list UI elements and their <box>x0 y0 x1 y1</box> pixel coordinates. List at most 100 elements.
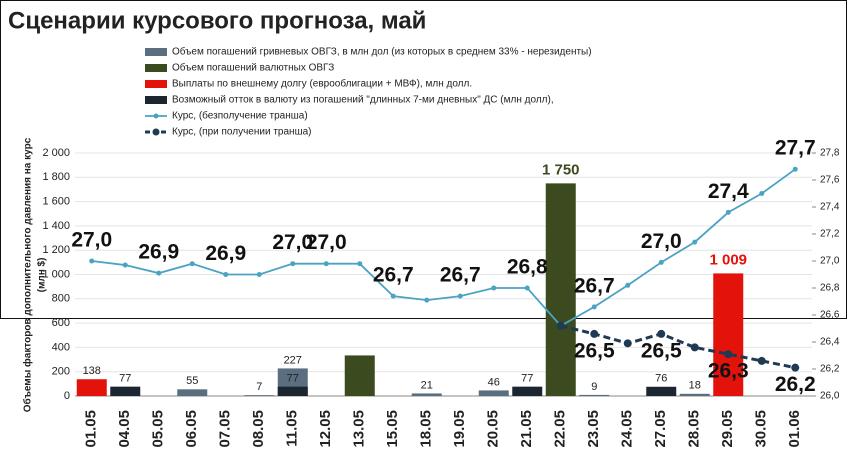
line-marker <box>692 239 698 245</box>
bar <box>244 395 275 396</box>
legend-swatch <box>145 48 167 56</box>
x-tick-label: 05.05 <box>150 410 167 448</box>
line-value-label: 26,3 <box>708 360 749 383</box>
bar-value-label: 55 <box>186 375 198 387</box>
bar <box>76 379 107 396</box>
y-tick-label: 1 400 <box>42 220 70 232</box>
bar-value-label: 46 <box>488 376 500 388</box>
bar-value-label: 77 <box>119 373 131 385</box>
line-marker <box>625 282 631 288</box>
line <box>91 168 796 327</box>
x-tick-label: 22.05 <box>552 410 569 448</box>
y-tick-label: 1 000 <box>42 268 70 280</box>
bar <box>713 273 744 396</box>
x-tick-label: 21.05 <box>518 410 535 448</box>
x-tick-label: 12.05 <box>317 410 334 448</box>
bar <box>512 386 543 396</box>
bar-value-label: 138 <box>83 365 101 377</box>
x-tick-label: 28.05 <box>686 410 703 448</box>
line-value-label: 26,7 <box>373 264 414 287</box>
y-tick-label: 400 <box>52 341 70 353</box>
bar <box>344 355 375 396</box>
line-value-label: 27,4 <box>708 180 749 203</box>
line-value-label: 26,5 <box>574 339 615 362</box>
x-tick-label: 20.05 <box>485 410 502 448</box>
line-value-label: 26,7 <box>440 264 481 287</box>
bar-value-label: 1 750 <box>542 161 580 178</box>
y2-tick-label: 27,8 <box>820 148 840 159</box>
line-marker <box>323 261 329 267</box>
line-marker <box>757 356 766 365</box>
x-tick-label: 06.05 <box>183 410 200 448</box>
line-marker <box>89 258 95 264</box>
bar-value-label: 18 <box>689 380 701 392</box>
line-marker <box>156 270 162 276</box>
bar-value-label: 9 <box>591 381 597 393</box>
x-tick-label: 30.05 <box>753 410 770 448</box>
x-tick-label: 27.05 <box>652 410 669 448</box>
x-tick-label: 18.05 <box>418 410 435 448</box>
line-marker <box>623 339 632 348</box>
line-marker <box>424 297 430 303</box>
line-marker <box>524 285 530 291</box>
line-marker <box>491 285 497 291</box>
line-value-label: 27,0 <box>272 231 313 254</box>
y-tick-label: 2 000 <box>42 147 70 159</box>
x-tick-label: 11.05 <box>284 410 301 447</box>
y2-tick-label: 27,2 <box>820 229 840 240</box>
bar-value-label: 1 009 <box>709 251 747 268</box>
x-tick-label: 01.06 <box>786 410 803 448</box>
x-tick-label: 08.05 <box>250 410 267 448</box>
y2-tick-label: 26,0 <box>820 391 840 402</box>
y-tick-label: 1 200 <box>42 244 70 256</box>
bar <box>177 389 208 396</box>
y2-tick-label: 26,6 <box>820 310 840 321</box>
y-axis-label: Объемы факторов дополнительного давления… <box>22 137 34 412</box>
bar <box>545 183 576 396</box>
line <box>560 324 796 370</box>
legend-marker <box>153 113 159 119</box>
line-marker <box>189 261 195 267</box>
legend-swatch <box>145 64 167 72</box>
x-tick-label: 24.05 <box>619 410 636 448</box>
legend-label: Выплаты по внешнему долгу (еврооблигации… <box>172 78 472 90</box>
x-tick-label: 19.05 <box>451 410 468 448</box>
line-value-label: 27,0 <box>71 229 112 252</box>
y-tick-label: 600 <box>52 317 70 329</box>
y-tick-label: 200 <box>52 366 70 378</box>
line-marker <box>658 259 664 265</box>
line-value-label: 27,0 <box>306 231 347 254</box>
legend-label: Объем погашений валютных ОВГЗ <box>172 62 334 74</box>
bar-value-label: 334 <box>347 333 373 350</box>
line-marker <box>725 209 731 215</box>
line-marker <box>556 321 565 330</box>
y2-tick-label: 27,0 <box>820 256 840 267</box>
line-value-label: 27,0 <box>641 230 682 253</box>
bar <box>411 393 442 396</box>
legend-marker <box>152 128 160 136</box>
bar-value-label: 227 <box>284 354 302 366</box>
y-tick-label: 1 800 <box>42 171 70 183</box>
line-marker <box>792 166 798 172</box>
x-tick-label: 15.05 <box>384 410 401 448</box>
legend-label: Возможный отток в валюту из погашений "д… <box>172 95 554 106</box>
line-value-label: 26,7 <box>574 274 615 297</box>
line-value-label: 26,8 <box>507 256 548 279</box>
line-marker <box>122 262 128 268</box>
line-value-label: 26,9 <box>138 241 179 264</box>
y-tick-label: 1 600 <box>42 196 70 208</box>
bar <box>277 386 308 396</box>
x-tick-label: 29.05 <box>719 410 736 448</box>
bar-value-label: 77 <box>287 373 299 385</box>
bar-value-label: 7 <box>256 381 262 393</box>
line-marker <box>390 293 396 299</box>
line-marker <box>290 261 296 267</box>
frame <box>0 0 847 319</box>
line-value-label: 26,2 <box>775 373 816 396</box>
bar <box>579 394 610 396</box>
legend-swatch <box>145 80 167 88</box>
legend-swatch <box>145 96 167 104</box>
line-marker <box>791 363 800 372</box>
bar <box>646 386 677 396</box>
line-marker <box>223 272 229 277</box>
